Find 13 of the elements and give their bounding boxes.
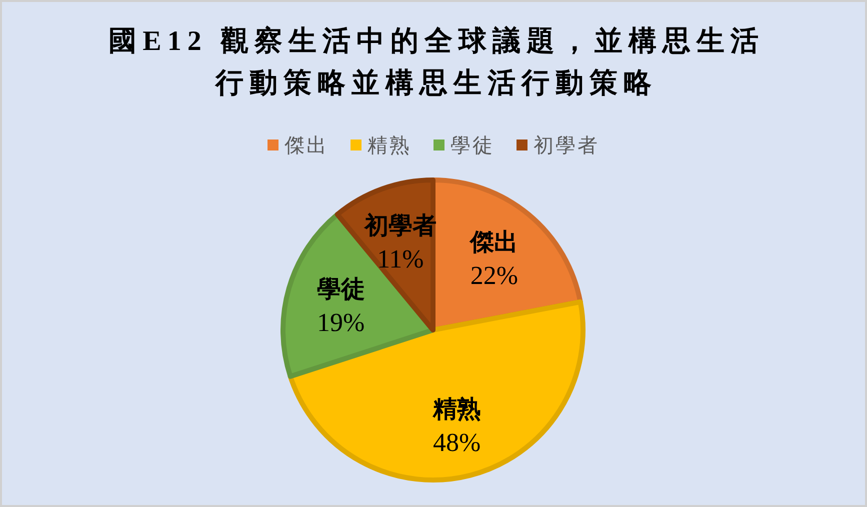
data-label: 19%	[316, 308, 365, 338]
data-label: 11%	[377, 244, 424, 274]
slice-label: 精熟	[432, 396, 481, 423]
legend-label: 精熟	[368, 135, 412, 157]
data-label: 48%	[433, 428, 481, 457]
legend-label: 初學者	[534, 135, 600, 157]
slice-label: 傑出	[469, 229, 518, 256]
legend-label: 傑出	[284, 135, 328, 157]
slice-label: 初學者	[363, 212, 436, 240]
data-label: 22%	[470, 261, 518, 290]
legend-label: 學徒	[450, 135, 494, 157]
slice-label: 學徒	[316, 276, 365, 304]
chart-title: 國E12 觀察生活中的全球議題，並構思生活行動策略並構思生活行動策略	[108, 25, 764, 99]
